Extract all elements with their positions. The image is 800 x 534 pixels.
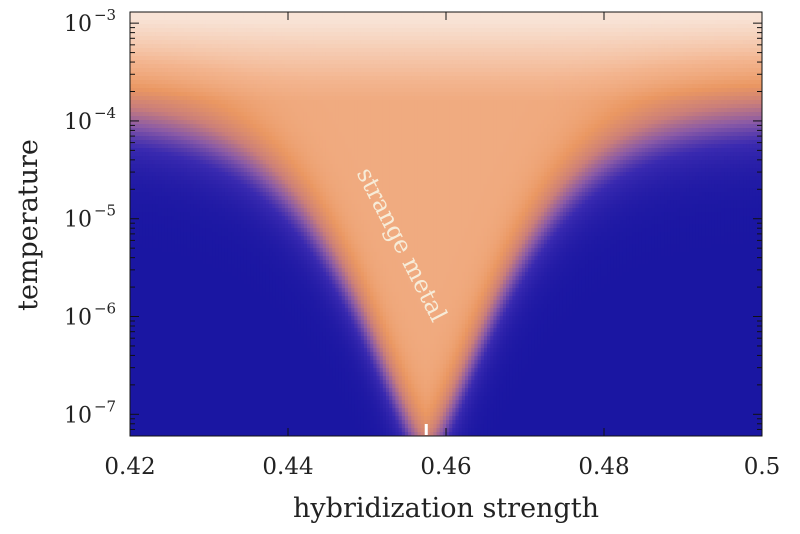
y-tick-label-exponent: −3: [94, 6, 116, 24]
y-tick-label-exponent: −7: [94, 397, 116, 415]
x-tick-label: 0.48: [578, 454, 629, 480]
y-axis-label: temperature: [13, 139, 44, 311]
x-tick-label: 0.42: [104, 454, 155, 480]
x-tick-label: 0.5: [744, 454, 781, 480]
y-tick-label: 10: [64, 110, 92, 135]
x-axis-label: hybridization strength: [293, 493, 599, 524]
heatmap-layer: [130, 12, 763, 437]
x-tick-label: 0.44: [262, 454, 313, 480]
y-tick-label: 10: [64, 208, 92, 233]
y-tick-label-exponent: −5: [94, 202, 116, 220]
y-tick-label-exponent: −4: [94, 104, 116, 122]
y-tick-label-exponent: −6: [94, 300, 116, 318]
y-tick-label: 10: [64, 403, 92, 428]
x-tick-label: 0.46: [420, 454, 471, 480]
y-tick-label: 10: [64, 12, 92, 37]
y-tick-label: 10: [64, 306, 92, 331]
